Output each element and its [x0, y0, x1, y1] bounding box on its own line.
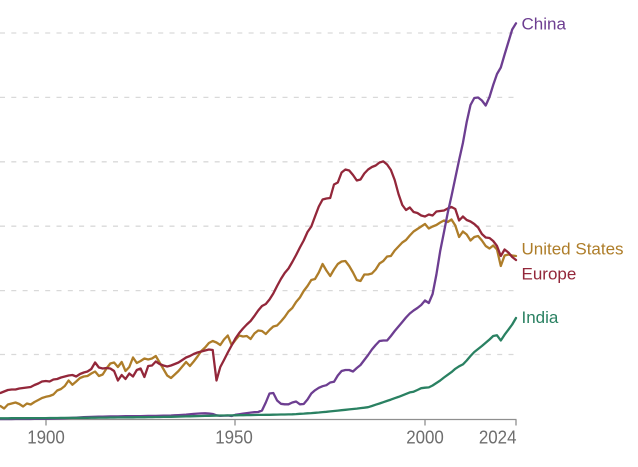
svg-text:Europe: Europe — [522, 265, 577, 284]
svg-text:India: India — [522, 308, 559, 327]
svg-text:United States: United States — [522, 240, 624, 259]
svg-text:1900: 1900 — [27, 427, 65, 448]
svg-text:1950: 1950 — [215, 427, 253, 448]
svg-text:2024: 2024 — [479, 427, 517, 448]
svg-text:China: China — [522, 15, 567, 34]
svg-text:2000: 2000 — [406, 427, 444, 448]
